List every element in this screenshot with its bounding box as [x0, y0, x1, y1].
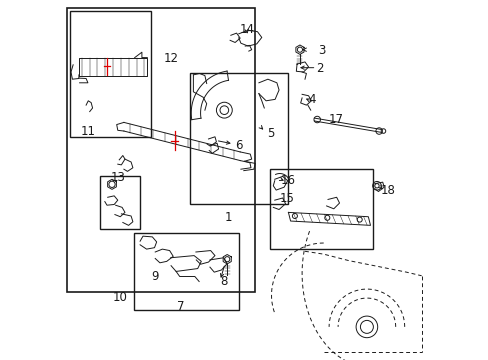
Text: 6: 6 [235, 139, 242, 152]
Text: 18: 18 [380, 184, 394, 197]
Text: 2: 2 [316, 62, 323, 75]
Text: 1: 1 [224, 211, 232, 224]
Text: 8: 8 [220, 275, 227, 288]
Text: 14: 14 [240, 23, 254, 36]
Text: 4: 4 [308, 93, 315, 106]
Bar [69, 11, 151, 137]
Text: 17: 17 [328, 113, 344, 126]
Bar [189, 73, 287, 204]
Text: 10: 10 [113, 291, 127, 304]
Text: 13: 13 [111, 171, 126, 184]
Text: 9: 9 [151, 270, 159, 283]
Bar [270, 169, 373, 249]
Text: 12: 12 [163, 52, 178, 65]
Text: 11: 11 [81, 125, 96, 138]
Text: 15: 15 [279, 192, 294, 205]
Text: 5: 5 [266, 127, 274, 140]
Bar [100, 176, 140, 229]
Text: 3: 3 [317, 44, 325, 57]
Bar [133, 233, 239, 310]
Text: 16: 16 [280, 174, 295, 187]
Bar [67, 8, 255, 292]
Text: 7: 7 [176, 300, 184, 313]
